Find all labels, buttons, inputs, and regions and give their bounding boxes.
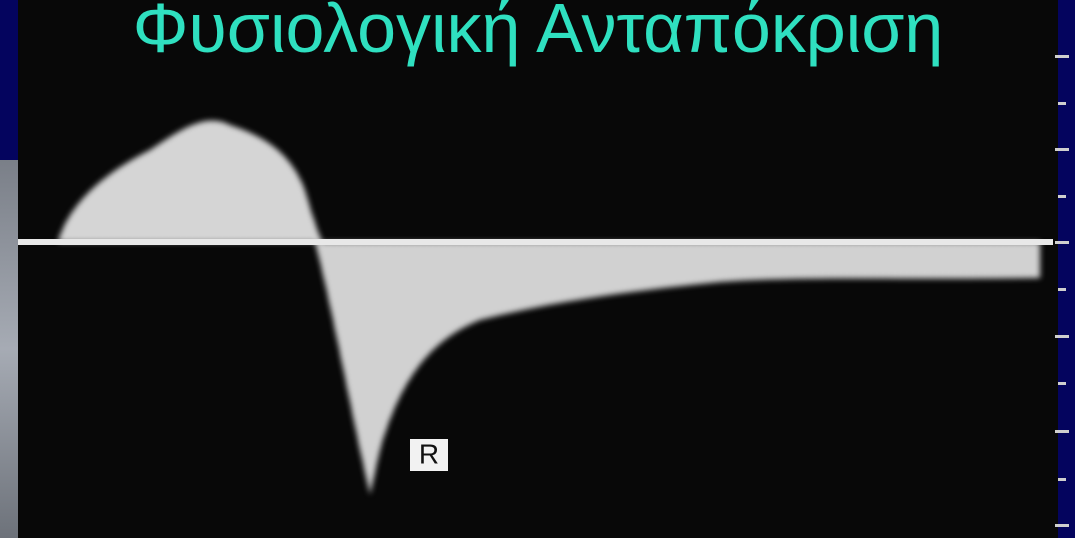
baseline <box>18 239 1053 245</box>
annotation: R <box>419 438 439 469</box>
ultrasound-edge <box>0 160 22 538</box>
scale-ticks <box>1055 55 1069 527</box>
doppler-spectrum <box>58 120 1040 495</box>
slide-title: Φυσιολογική Ανταπόκριση <box>133 0 944 67</box>
annotation-box <box>410 439 448 471</box>
